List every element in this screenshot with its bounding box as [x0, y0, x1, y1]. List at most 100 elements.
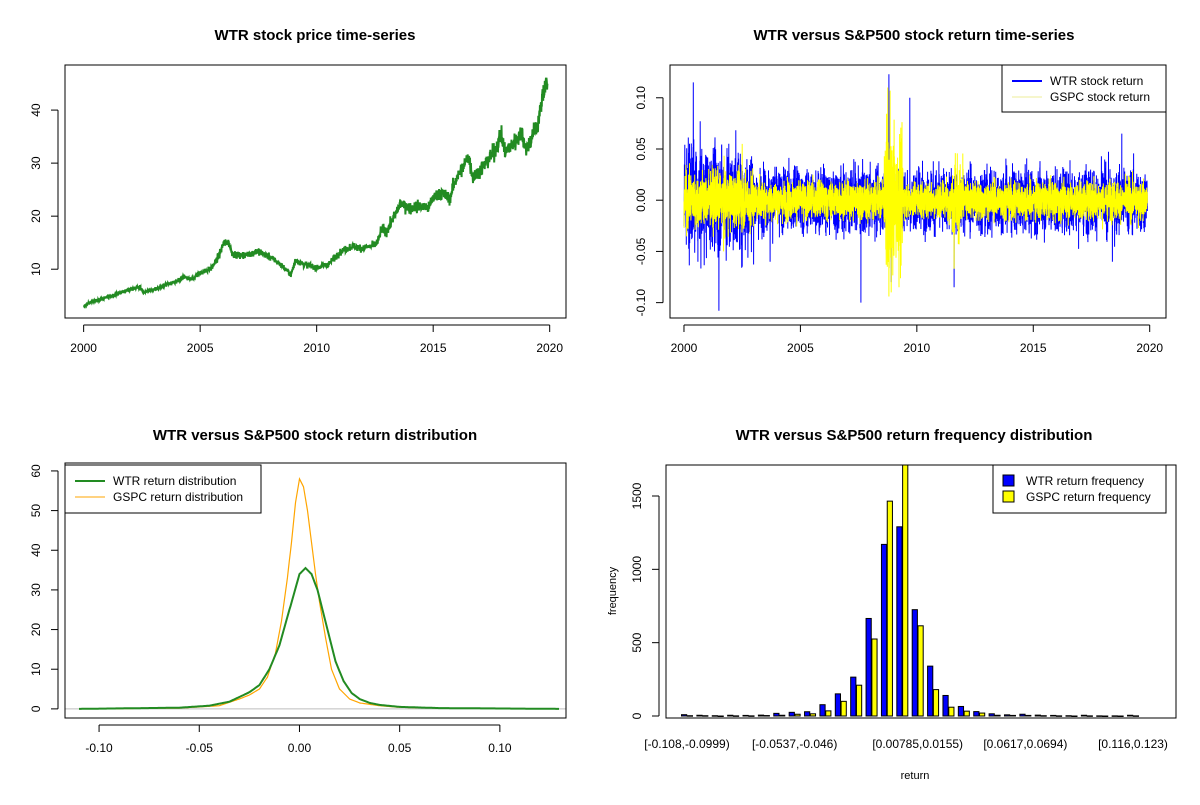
x-axis-label: return [901, 770, 930, 782]
x-tick-label: -0.05 [186, 741, 214, 755]
bar-gspc [979, 712, 986, 717]
panel-density: WTR versus S&P500 stock return distribut… [29, 427, 567, 755]
x-tick-label: 2000 [70, 341, 97, 355]
x-tick-label: [-0.0537,-0.046) [752, 737, 837, 751]
bar-gspc [994, 714, 1001, 717]
bar-wtr [1019, 713, 1026, 717]
bar-wtr [819, 704, 826, 717]
bars [681, 465, 1140, 717]
legend-label: WTR return frequency [1026, 474, 1144, 488]
bar-wtr [757, 714, 765, 717]
y-tick-label: 0 [630, 712, 644, 719]
y-tick-label: 30 [29, 156, 43, 170]
bar-wtr [942, 694, 949, 717]
legend-label: GSPC return frequency [1026, 490, 1151, 504]
bar-gspc [717, 715, 724, 717]
bar-wtr [1003, 714, 1011, 717]
y-tick-label: -0.05 [634, 237, 648, 265]
bar-gspc [1102, 715, 1109, 717]
x-tick-label: 2005 [187, 341, 214, 355]
bar-gspc [1132, 715, 1140, 717]
bar-gspc [1025, 714, 1032, 717]
x-tick-label: 2020 [1136, 341, 1163, 355]
y-tick-label: 20 [29, 209, 43, 223]
legend: WTR return distribution GSPC return distr… [64, 464, 262, 514]
y-tick-label: 0.00 [634, 188, 648, 212]
bar-wtr [742, 714, 749, 717]
bar-wtr [957, 705, 965, 717]
bar-gspc [1071, 715, 1078, 717]
y-tick-label: 50 [29, 504, 43, 518]
y-tick-label: 10 [29, 262, 43, 276]
bar-gspc [779, 714, 786, 717]
bar-gspc [763, 715, 770, 717]
bar-wtr [1050, 714, 1057, 717]
bar-gspc [702, 715, 709, 717]
x-tick-label: 0.00 [288, 741, 312, 755]
bar-gspc [686, 715, 693, 717]
bar-wtr [896, 526, 903, 717]
bar-wtr [865, 617, 872, 717]
density-line-wtr [79, 566, 559, 710]
plot-frame [669, 64, 1167, 319]
bar-wtr [727, 714, 734, 717]
chart-title: WTR versus S&P500 stock return distribut… [153, 427, 477, 444]
bar-gspc [948, 706, 955, 717]
y-tick-label: 30 [29, 583, 43, 597]
bar-gspc [1055, 715, 1063, 717]
bar-wtr [880, 543, 888, 717]
x-tick-label: 2015 [420, 341, 447, 355]
panel-price: WTR stock price time-series 2000 2005 2010… [29, 27, 567, 355]
bar-wtr [911, 609, 918, 717]
x-tick-label: [0.0617,0.0694) [983, 737, 1067, 751]
legend-label: GSPC return distribution [113, 490, 243, 504]
legend: WTR stock return GSPC stock return [1001, 64, 1167, 113]
y-tick-label: 0 [29, 705, 43, 712]
y-tick-label: 20 [29, 623, 43, 637]
plot-frame [64, 462, 567, 719]
legend-label: WTR return distribution [113, 474, 236, 488]
bar-wtr [696, 714, 703, 717]
bar-wtr [1127, 714, 1134, 717]
bar-gspc [1009, 714, 1016, 717]
bar-gspc [886, 500, 893, 717]
bar-wtr [1034, 714, 1041, 717]
bar-gspc [809, 713, 817, 717]
legend: WTR return frequency GSPC return frequenc… [992, 464, 1167, 514]
bar-wtr [681, 714, 688, 717]
x-tick-label: [0.00785,0.0155) [872, 737, 963, 751]
chart-title: WTR versus S&P500 return frequency distr… [736, 427, 1093, 444]
chart-title: WTR versus S&P500 stock return time-seri… [754, 27, 1075, 44]
bar-gspc [932, 689, 940, 717]
bar-gspc [855, 684, 863, 717]
legend-frame [1001, 64, 1167, 113]
x-tick-label: [-0.108,-0.0999) [644, 737, 729, 751]
bar-gspc [1040, 715, 1047, 717]
y-tick-label: 0.10 [634, 86, 648, 110]
y-tick-label: 10 [29, 662, 43, 676]
bar-gspc [825, 710, 832, 717]
x-tick-label: 0.05 [388, 741, 412, 755]
x-tick-label: 2020 [536, 341, 563, 355]
x-tick-label: 2015 [1020, 341, 1047, 355]
price-line [83, 77, 549, 309]
panel-histogram: WTR versus S&P500 return frequency distr… [607, 427, 1177, 782]
bar-wtr [850, 676, 857, 717]
legend-label: GSPC stock return [1050, 90, 1150, 104]
bar-gspc [871, 638, 878, 717]
bar-gspc [1117, 715, 1124, 717]
bar-wtr [834, 693, 841, 717]
legend-label: WTR stock return [1050, 74, 1143, 88]
y-tick-label: 40 [29, 543, 43, 557]
panel-returns: WTR versus S&P500 stock return time-seri… [634, 27, 1167, 355]
y-tick-label: 60 [29, 464, 43, 478]
bar-wtr [804, 711, 811, 717]
bar-gspc [902, 465, 909, 717]
legend-frame [992, 464, 1167, 514]
x-tick-label: [0.116,0.123) [1098, 737, 1168, 751]
bar-wtr [973, 711, 980, 717]
y-tick-label: 0.05 [634, 137, 648, 161]
plot-frame [64, 64, 567, 319]
y-tick-label: 500 [630, 632, 644, 652]
